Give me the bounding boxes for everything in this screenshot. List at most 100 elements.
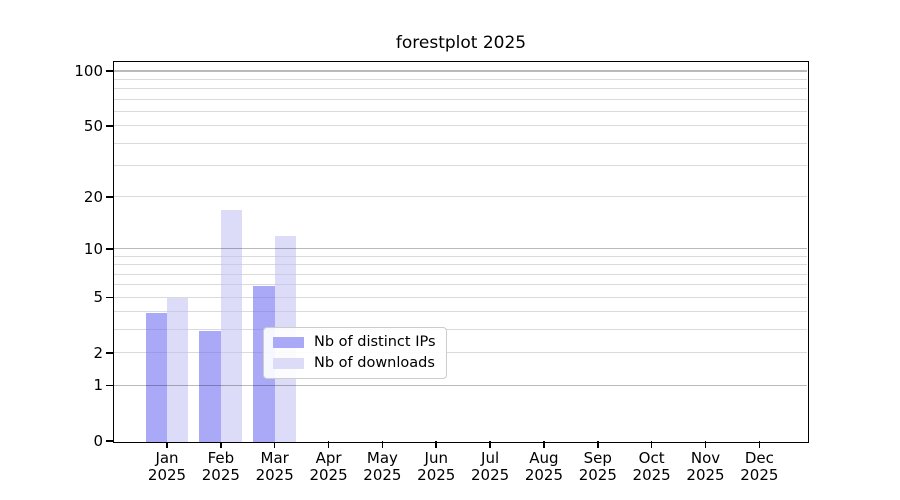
gridline-minor-over [114,125,807,127]
x-axis-tick-mark [597,441,599,448]
gridline-major [114,70,807,72]
gridline-minor [114,196,807,198]
bar-feb-downloads [220,210,243,442]
x-axis-tick-label: Nov 2025 [674,450,738,484]
bar-jan-downloads [167,298,189,442]
y-axis-tick-label: 20 [83,187,103,206]
x-axis-tick-label: Jun 2025 [404,450,468,484]
gridline-minor [114,165,807,167]
y-axis-tick-label: 10 [83,239,103,258]
y-axis-tick-label: 100 [74,62,103,80]
gridline-minor [114,311,807,313]
chart-title: forestplot 2025 [395,33,527,53]
x-axis-tick-label: Jan 2025 [135,450,199,484]
plot-area: 0 1 2 5 10 20 50 100 Jan 2025 Feb 2025 Mar 2025 Apr 202… [74,61,809,484]
x-axis-tick-mark [381,441,384,448]
y-axis-tick-label: 1 [93,376,103,395]
y-axis-tick-mark [105,124,113,127]
x-axis-year-label: 2025 [147,466,187,484]
x-axis-year-label: 2025 [417,466,456,484]
x-axis-year-label: 2025 [686,466,725,484]
legend-item: Nb of distinct IPs [273,334,436,351]
x-axis-tick-label: Mar 2025 [243,450,307,484]
x-axis-tick-label: Oct 2025 [620,450,684,484]
x-axis-month-label: Jun [424,449,448,467]
y-axis-tick-label: 2 [93,343,103,362]
gridline-minor [114,88,807,90]
legend-swatch-distinct-ips [273,337,304,348]
x-axis-year-label: 2025 [255,466,294,484]
gridline-minor [114,273,807,275]
legend-swatch-downloads [273,358,304,369]
gridline-minor-over [114,284,807,286]
gridline-minor-over [114,196,807,198]
gridline-minor-over [114,264,807,266]
x-axis-year-label: 2025 [740,466,779,484]
x-axis-tick-mark [435,441,438,448]
x-axis-month-label: Oct [638,449,665,467]
gridline-minor [114,284,807,286]
x-axis-year-label: 2025 [524,466,564,484]
x-axis-tick-mark [758,441,761,448]
y-axis-tick-label: 50 [83,116,103,135]
x-axis-year-label: 2025 [471,466,510,484]
bar-jan-ips [145,312,167,442]
x-axis-tick-label: Aug 2025 [512,450,576,484]
x-axis-tick-mark [166,441,168,448]
x-axis-tick-label: May 2025 [350,450,414,484]
gridline-minor-over [114,88,807,90]
gridline-minor-over [114,98,807,100]
x-axis-year-label: 2025 [632,466,671,484]
gridline-minor-over [114,255,807,257]
x-axis-year-label: 2025 [309,466,348,484]
x-axis-tick-label: Feb 2025 [189,450,253,484]
y-axis-tick-mark [105,352,113,354]
x-axis-tick-label: Dec 2025 [727,450,791,484]
gridline-minor-over [114,311,807,313]
gridline-minor [114,110,807,112]
x-axis-tick-mark [273,441,276,448]
x-axis-tick-mark [543,441,545,448]
y-axis-tick-mark [105,296,113,299]
x-axis-month-label: Nov [690,449,721,467]
x-axis-tick-mark [327,441,330,448]
x-axis-year-label: 2025 [578,466,617,484]
y-axis-tick-label: 0 [93,432,103,450]
x-axis-tick-mark [489,441,491,448]
gridline-minor [114,78,807,80]
gridline-major [114,248,807,250]
x-axis-month-label: Feb [207,449,235,467]
y-axis-tick-mark [105,70,113,72]
x-axis-month-label: Jan [155,449,179,467]
x-axis-tick-mark [220,441,222,448]
y-axis-tick-mark [105,384,113,387]
x-axis-tick-mark [650,441,653,448]
gridline-minor [114,296,807,298]
x-axis-year-label: 2025 [363,466,402,484]
x-axis-month-label: Sep [583,449,612,467]
gridline-minor [114,98,807,100]
y-axis-tick-mark [105,440,113,442]
gridline-minor-over [114,110,807,112]
x-axis-month-label: Jul [481,449,500,467]
gridline-minor-over [114,165,807,167]
y-axis-tick-mark [105,196,113,198]
gridline-minor-over [114,78,807,80]
legend: Nb of distinct IPs Nb of downloads [263,327,447,379]
y-axis-tick-mark [105,247,113,250]
gridline-minor-over [114,273,807,275]
legend-label: Nb of distinct IPs [314,334,436,350]
gridline-minor [114,142,807,144]
gridline-minor [114,255,807,257]
gridline-minor [114,264,807,266]
x-axis-month-label: Aug [529,449,559,467]
x-axis-month-label: May [366,449,398,467]
x-axis-month-label: Apr [315,449,342,467]
x-axis-tick-label: Jul 2025 [458,450,522,484]
gridline-minor [114,125,807,127]
gridline-minor-over [114,142,807,144]
gridline-minor-over [114,296,807,298]
x-axis-tick-label: Apr 2025 [297,450,361,484]
bar-feb-ips [199,330,221,442]
